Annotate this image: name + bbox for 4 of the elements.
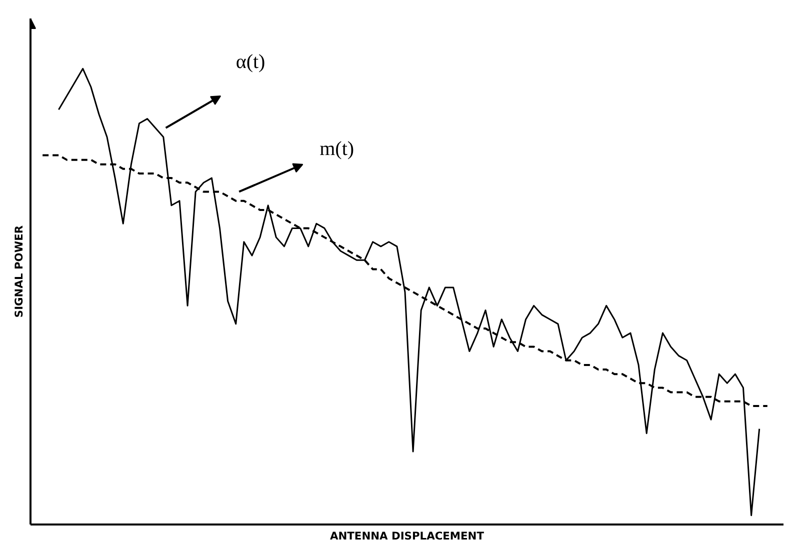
- annotation: m(t): [320, 138, 354, 160]
- x-axis-title: ANTENNA DISPLACEMENT: [330, 530, 485, 542]
- annotation: α(t): [236, 51, 266, 74]
- y-axis-title: SIGNAL POWER: [12, 225, 26, 318]
